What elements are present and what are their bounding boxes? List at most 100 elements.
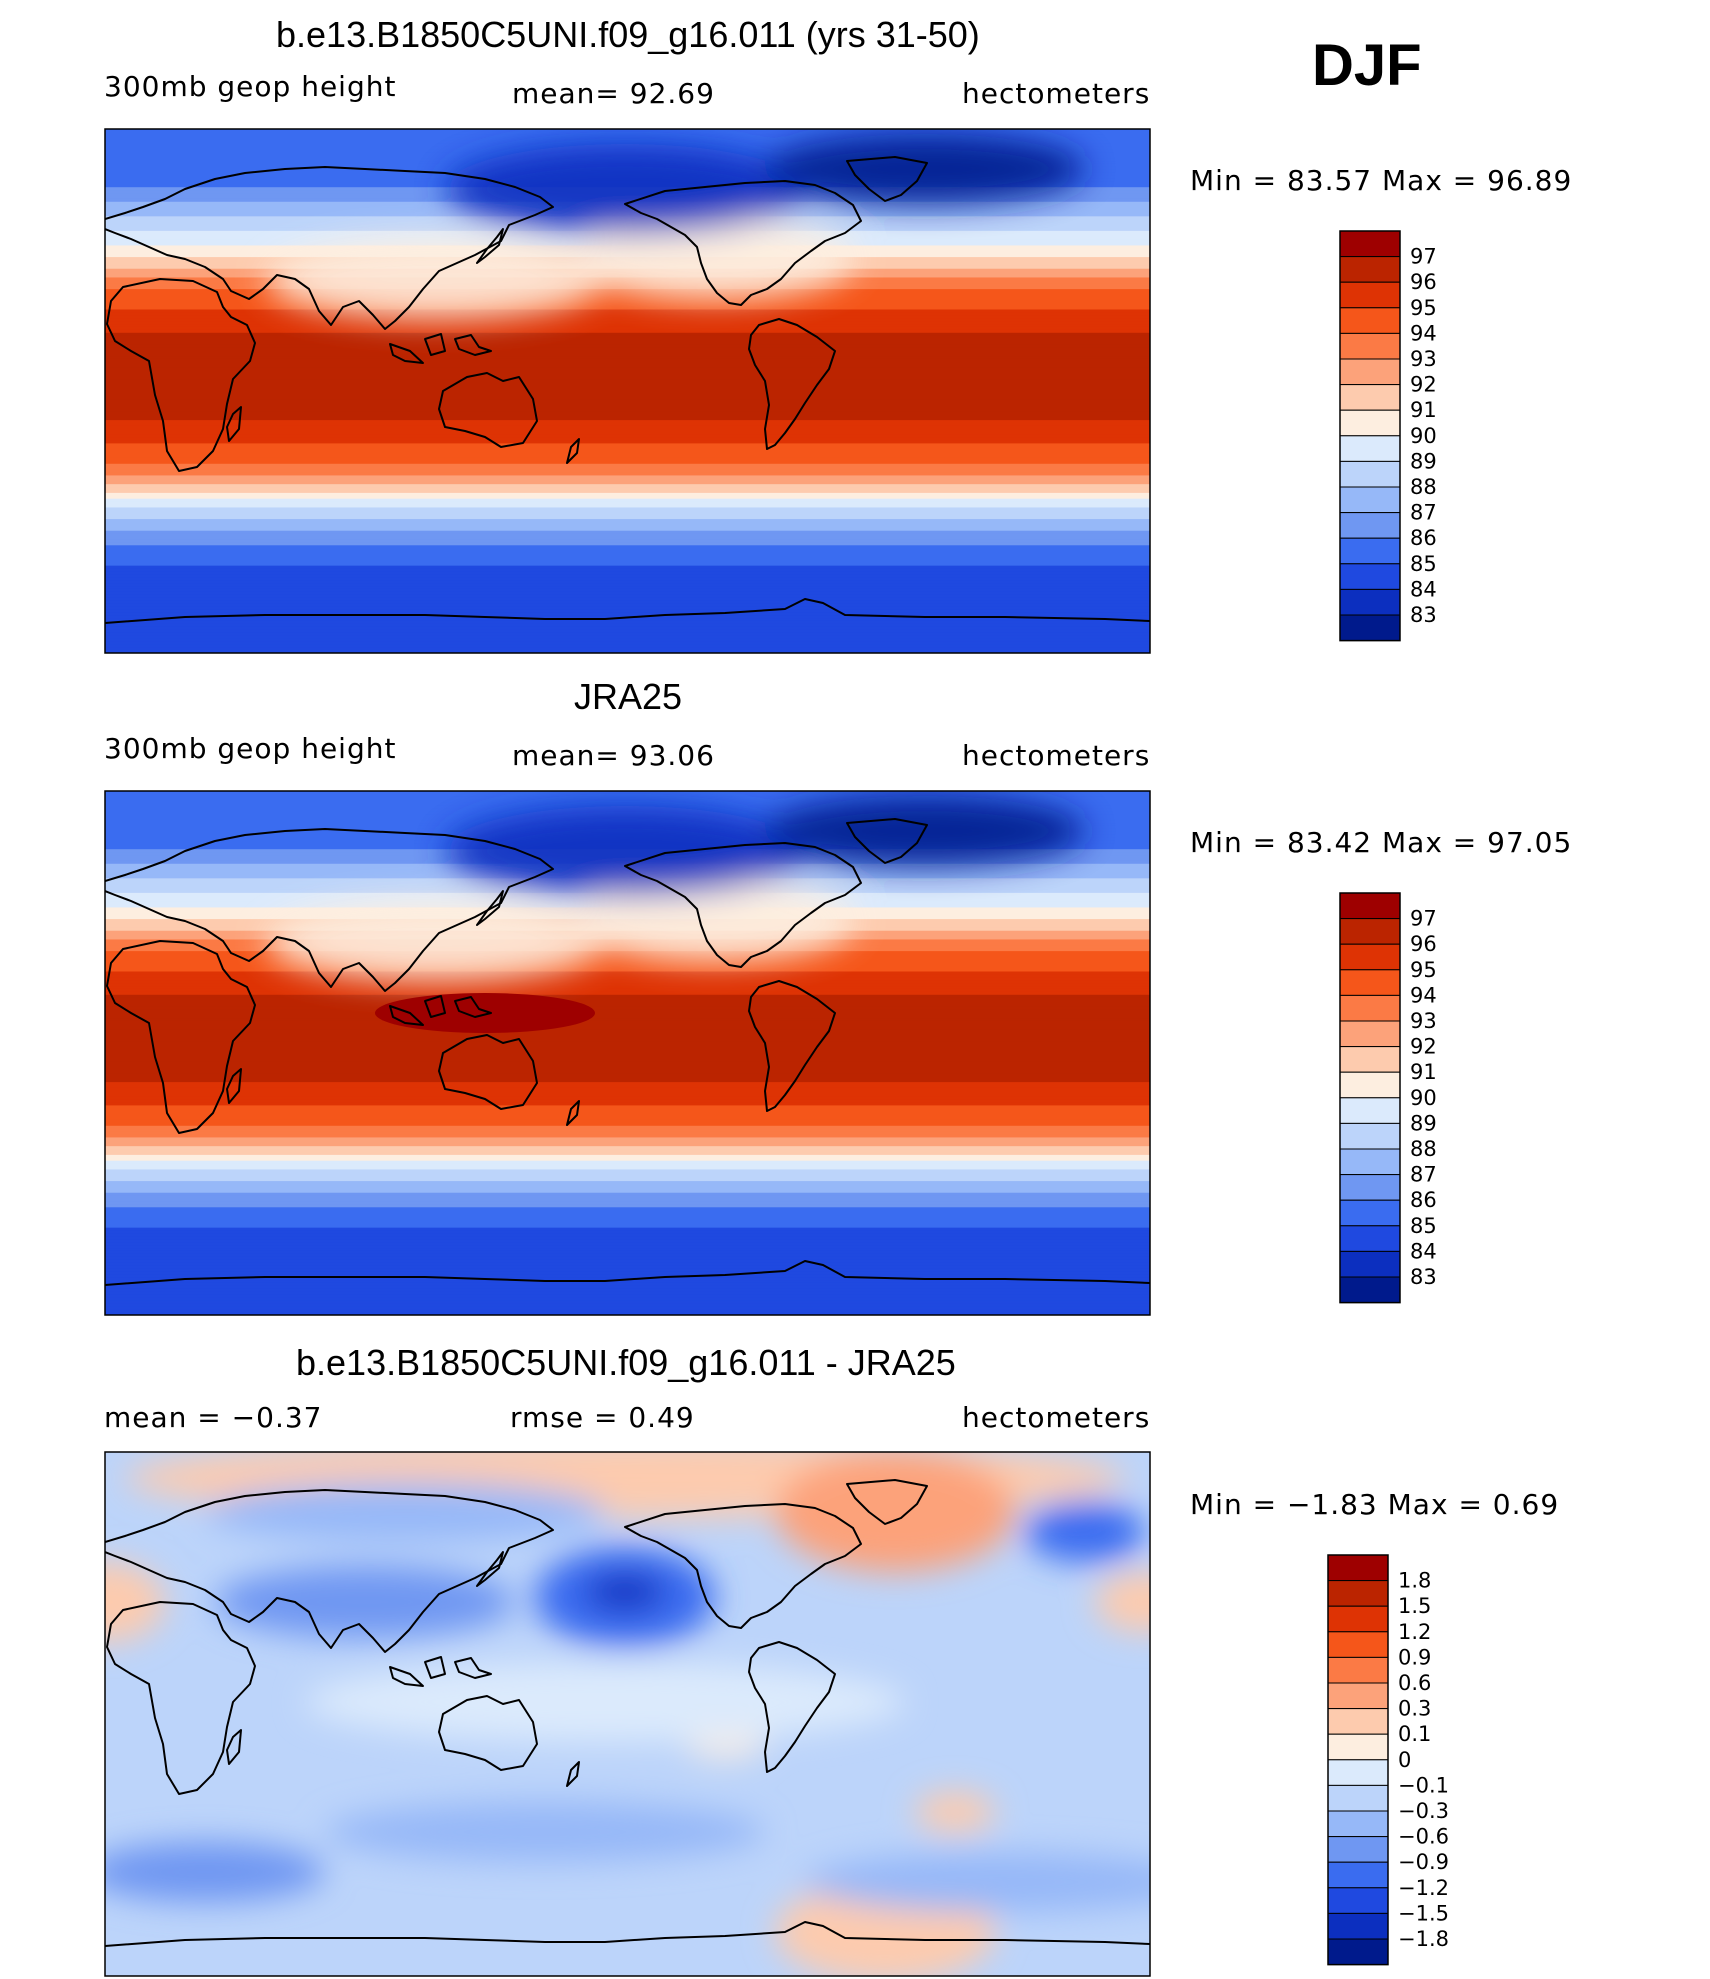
contour-band bbox=[105, 1288, 1150, 1293]
legend-swatch bbox=[1339, 1097, 1401, 1124]
legend-tick-label: 89 bbox=[1410, 449, 1437, 473]
contour-band bbox=[105, 396, 1150, 401]
legend-swatch bbox=[1339, 1122, 1401, 1150]
contour-band bbox=[105, 1216, 1150, 1220]
contour-band bbox=[105, 1245, 1150, 1249]
difference-blob bbox=[105, 1842, 325, 1902]
contour-band bbox=[105, 971, 1150, 975]
contour-band bbox=[105, 980, 1150, 984]
contour-band bbox=[105, 446, 1150, 450]
contour-band bbox=[105, 449, 1150, 453]
contour-band bbox=[105, 583, 1150, 587]
contour-band bbox=[105, 796, 1150, 801]
legend-swatch bbox=[1339, 307, 1401, 334]
legend-swatch bbox=[1339, 563, 1401, 590]
legend-tick-label: 91 bbox=[1410, 398, 1437, 422]
contour-band bbox=[105, 507, 1150, 511]
contour-band bbox=[105, 1023, 1150, 1028]
contour-band bbox=[105, 629, 1150, 634]
contour-band bbox=[105, 379, 1150, 383]
panel-3-rmse: rmse = 0.49 bbox=[510, 1401, 695, 1434]
contour-band bbox=[105, 399, 1150, 404]
contour-band bbox=[105, 1157, 1150, 1162]
contour-band bbox=[105, 1041, 1150, 1045]
contour-band bbox=[105, 338, 1150, 343]
legend-colorbar-3: 1.81.51.20.90.60.30.10−0.1−0.3−0.6−0.9−1… bbox=[1327, 1554, 1449, 1966]
panel-1-variable: 300mb geop height bbox=[104, 70, 397, 103]
contour-band bbox=[105, 326, 1150, 331]
contour-band bbox=[105, 1280, 1150, 1284]
contour-band bbox=[105, 356, 1150, 360]
contour-band bbox=[105, 1064, 1150, 1069]
contour-band bbox=[105, 1230, 1150, 1235]
legend-tick-label: 88 bbox=[1410, 475, 1437, 499]
legend-swatch bbox=[1339, 435, 1401, 462]
contour-band bbox=[105, 1047, 1150, 1051]
contour-band bbox=[105, 1239, 1150, 1243]
contour-band bbox=[105, 510, 1150, 514]
contour-band bbox=[105, 519, 1150, 523]
legend-tick-label: −0.6 bbox=[1398, 1825, 1449, 1849]
contour-meanders bbox=[265, 134, 1085, 319]
contour-band bbox=[105, 527, 1150, 532]
contour-band bbox=[105, 641, 1150, 645]
contour-band bbox=[105, 501, 1150, 506]
legend-tick-label: 85 bbox=[1410, 552, 1437, 576]
contour-band bbox=[105, 370, 1150, 375]
legend-tick-label: 97 bbox=[1410, 245, 1437, 269]
contour-band bbox=[105, 1312, 1150, 1315]
contour-band bbox=[105, 1309, 1150, 1313]
contour-band bbox=[105, 289, 1150, 293]
contour-band bbox=[105, 1114, 1150, 1118]
contour-band bbox=[105, 1242, 1150, 1246]
contour-band bbox=[105, 361, 1150, 366]
contour-band bbox=[105, 1082, 1150, 1086]
contour-band bbox=[105, 1201, 1150, 1205]
contour-band bbox=[105, 962, 1150, 967]
legend-swatch bbox=[1339, 1250, 1401, 1278]
contour-band bbox=[105, 1192, 1150, 1197]
legend-swatch bbox=[1327, 1605, 1389, 1633]
legend-swatch bbox=[1339, 1276, 1401, 1304]
contour-band bbox=[105, 443, 1150, 447]
contour-band bbox=[105, 1181, 1150, 1185]
legend-swatch bbox=[1339, 486, 1401, 514]
contour-band bbox=[105, 562, 1150, 567]
contour-band bbox=[105, 1140, 1150, 1144]
difference-blob bbox=[805, 1852, 1150, 1912]
contour-band bbox=[105, 1009, 1150, 1013]
contour-band bbox=[105, 487, 1150, 491]
legend-swatch bbox=[1327, 1887, 1389, 1914]
contour-band bbox=[105, 951, 1150, 955]
contour-band bbox=[105, 344, 1150, 348]
contour-band bbox=[105, 1006, 1150, 1010]
contour-band bbox=[105, 1099, 1150, 1104]
contour-band bbox=[105, 565, 1150, 570]
difference-blob bbox=[215, 1566, 515, 1638]
legend-tick-label: −1.2 bbox=[1398, 1876, 1449, 1900]
contour-band bbox=[105, 481, 1150, 485]
contour-band bbox=[105, 1053, 1150, 1057]
contour-band bbox=[105, 408, 1150, 412]
contour-band bbox=[105, 131, 1150, 136]
contour-band bbox=[105, 411, 1150, 415]
legend-swatch bbox=[1339, 1199, 1401, 1227]
contour-band bbox=[105, 321, 1150, 325]
contour-band bbox=[105, 335, 1150, 340]
contour-band bbox=[105, 1076, 1150, 1080]
contour-band bbox=[105, 1102, 1150, 1106]
contour-band bbox=[105, 1285, 1150, 1290]
contour-band bbox=[105, 1166, 1150, 1171]
legend-swatch bbox=[1339, 1225, 1401, 1252]
contour-band bbox=[105, 140, 1150, 145]
legend-swatch bbox=[1339, 614, 1401, 642]
legend-tick-label: 86 bbox=[1410, 526, 1437, 550]
contour-band bbox=[105, 1151, 1150, 1156]
season-label: DJF bbox=[1312, 33, 1422, 98]
contour-band bbox=[105, 1227, 1150, 1232]
contour-band bbox=[105, 644, 1150, 648]
difference-blob bbox=[915, 1792, 995, 1832]
contour-band bbox=[105, 556, 1150, 561]
